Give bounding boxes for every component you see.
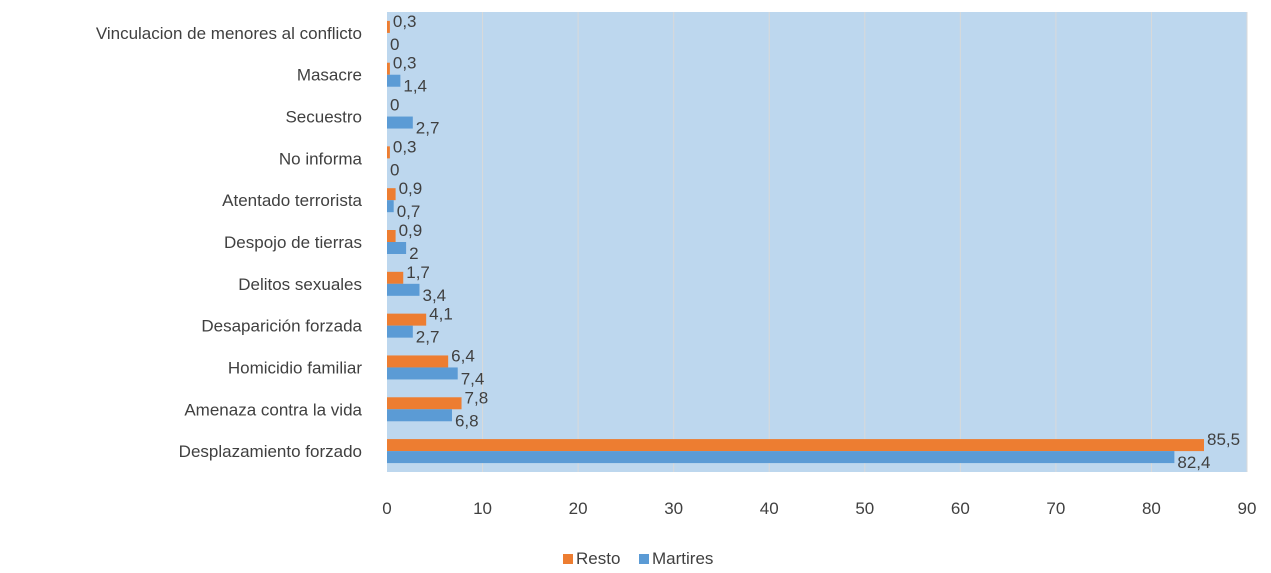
data-label-resto: 6,4 <box>451 346 475 365</box>
data-label-resto: 1,7 <box>406 263 430 282</box>
bar-martires <box>387 325 413 338</box>
data-label-resto: 0 <box>390 96 399 115</box>
data-label-martires: 2 <box>409 244 418 263</box>
x-tick-label: 80 <box>1142 499 1161 518</box>
data-label-resto: 0,3 <box>393 54 417 73</box>
x-tick-label: 40 <box>760 499 779 518</box>
legend: Resto Martires <box>563 549 713 568</box>
x-tick-label: 60 <box>951 499 970 518</box>
bar-martires <box>387 367 458 380</box>
category-label: Desaparición forzada <box>201 317 362 336</box>
bar-resto <box>387 439 1204 452</box>
category-label: Secuestro <box>285 108 362 127</box>
x-tick-label: 70 <box>1046 499 1065 518</box>
legend-swatch-martires <box>639 554 649 564</box>
bar-resto <box>387 20 390 33</box>
category-label: Homicidio familiar <box>228 358 362 377</box>
category-label: Atentado terrorista <box>222 191 362 210</box>
category-label: Delitos sexuales <box>238 275 362 294</box>
bar-martires <box>387 409 452 422</box>
category-label: Amenaza contra la vida <box>184 400 362 419</box>
data-label-resto: 0,9 <box>399 221 423 240</box>
legend-swatch-resto <box>563 554 573 564</box>
data-label-martires: 0 <box>390 160 399 179</box>
data-label-martires: 0,7 <box>397 202 421 221</box>
bar-resto <box>387 355 449 368</box>
legend-label-resto: Resto <box>576 549 620 568</box>
bar-martires <box>387 74 401 87</box>
data-label-resto: 85,5 <box>1207 430 1240 449</box>
x-tick-labels: 0 10 20 30 40 50 60 70 80 90 <box>382 499 1256 518</box>
data-label-martires: 6,8 <box>455 411 479 430</box>
bar-martires <box>387 283 420 296</box>
x-tick-label: 20 <box>569 499 588 518</box>
plot-area <box>387 12 1247 472</box>
gridlines <box>482 12 1248 472</box>
data-label-resto: 0,3 <box>393 137 417 156</box>
bar-resto <box>387 146 390 159</box>
data-label-resto: 4,1 <box>429 305 453 324</box>
category-label: Masacre <box>297 66 362 85</box>
bar-martires <box>387 451 1175 464</box>
data-labels: 85,582,47,86,86,47,44,12,71,73,40,920,90… <box>390 12 1240 472</box>
data-label-resto: 0,3 <box>393 12 417 31</box>
category-label: Despojo de tierras <box>224 233 362 252</box>
bar-resto <box>387 230 396 242</box>
bars <box>387 20 1204 464</box>
data-label-resto: 7,8 <box>465 388 489 407</box>
x-tick-label: 0 <box>382 499 391 518</box>
bar-resto <box>387 188 396 201</box>
data-label-martires: 2,7 <box>416 119 440 138</box>
bar-resto <box>387 271 404 284</box>
data-label-resto: 0,9 <box>399 179 423 198</box>
data-label-martires: 82,4 <box>1177 453 1210 472</box>
category-label: Vinculacion de menores al conflicto <box>96 24 362 43</box>
data-label-martires: 1,4 <box>403 77 427 96</box>
x-tick-label: 30 <box>664 499 683 518</box>
category-label: No informa <box>279 149 363 168</box>
bar-resto <box>387 313 427 326</box>
data-label-martires: 3,4 <box>422 286 446 305</box>
category-label: Desplazamiento forzado <box>179 442 362 461</box>
x-tick-label: 50 <box>855 499 874 518</box>
bar-resto <box>387 62 390 75</box>
legend-label-martires: Martires <box>652 549 713 568</box>
bar-martires <box>387 242 407 254</box>
data-label-martires: 7,4 <box>461 369 485 388</box>
x-tick-label: 90 <box>1238 499 1257 518</box>
category-labels: Desplazamiento forzado Amenaza contra la … <box>96 24 363 461</box>
bar-resto <box>387 397 462 410</box>
data-label-martires: 0 <box>390 35 399 54</box>
x-tick-label: 10 <box>473 499 492 518</box>
bar-martires <box>387 200 394 213</box>
data-label-martires: 2,7 <box>416 328 440 347</box>
bar-martires <box>387 116 413 129</box>
